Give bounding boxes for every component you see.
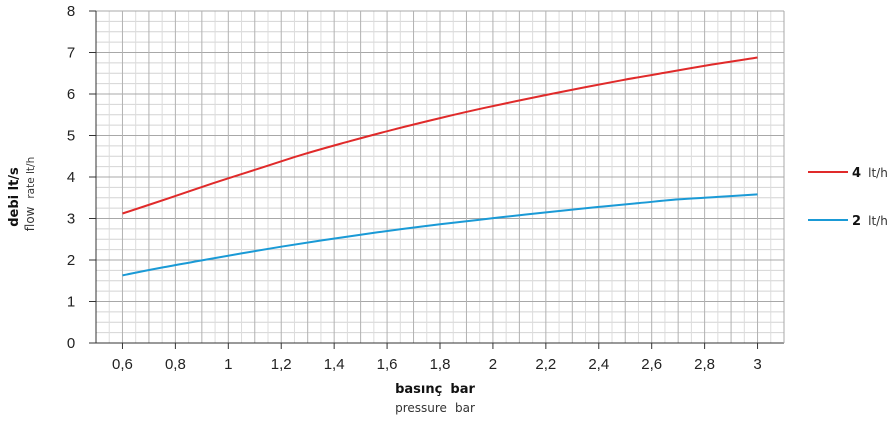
x-axis-title: basınç bar pressure bar — [395, 378, 475, 416]
legend-number-4: 4 — [852, 166, 861, 181]
legend: 4 lt/h 2 lt/h — [808, 162, 888, 229]
x-axis-title-sub-unit: bar — [455, 401, 475, 415]
series-line-2 — [122, 193, 758, 277]
x-tick-label: 0,6 — [112, 356, 133, 373]
y-axis-title-sub-prefix: flow — [23, 206, 37, 231]
series-lines — [122, 56, 758, 277]
x-tick-label: 2,8 — [694, 356, 715, 373]
y-tick-label: 4 — [67, 169, 75, 186]
legend-label-2: 2 lt/h — [852, 210, 888, 229]
y-tick-label: 2 — [67, 252, 75, 269]
x-tick-label: 3 — [753, 356, 761, 373]
legend-number-2: 2 — [852, 214, 861, 229]
y-tick-label: 8 — [67, 3, 75, 20]
y-tick-label: 0 — [67, 335, 75, 352]
legend-label-4: 4 lt/h — [852, 162, 888, 181]
legend-unit-4: lt/h — [868, 166, 888, 180]
x-axis-title-sub: pressure bar — [395, 397, 475, 416]
x-axis-title-main-unit: bar — [450, 382, 475, 397]
x-tick-label: 2 — [489, 356, 497, 373]
x-tick-label: 2,2 — [535, 356, 556, 373]
x-tick-label: 1,6 — [377, 356, 398, 373]
x-tick-label: 1,2 — [271, 356, 292, 373]
x-axis-title-main-word: basınç — [395, 382, 442, 397]
x-tick-labels: 0,6 0,8 1 1,2 1,4 1,6 1,8 2 2,2 2,4 2,6 2,8 3 — [112, 343, 762, 373]
legend-unit-2: lt/h — [868, 214, 888, 228]
y-tick-label: 1 — [67, 294, 75, 311]
legend-item-2: 2 lt/h — [808, 210, 888, 229]
y-tick-label: 5 — [67, 128, 75, 145]
x-tick-label: 0,8 — [165, 356, 186, 373]
x-tick-label: 1 — [224, 356, 232, 373]
y-tick-label: 6 — [67, 86, 75, 103]
y-axis-title-sub-rest: rate lt/h — [25, 157, 37, 199]
x-tick-label: 1,4 — [324, 356, 345, 373]
y-tick-label: 3 — [67, 211, 75, 228]
x-tick-label: 1,8 — [430, 356, 451, 373]
major-gridlines — [95, 10, 785, 344]
y-tick-labels: 0 1 2 3 4 5 6 7 8 — [67, 3, 96, 352]
x-axis-title-sub-word: pressure — [395, 401, 447, 415]
legend-item-4: 4 lt/h — [808, 162, 888, 181]
series-line-4 — [122, 56, 758, 215]
x-tick-label: 2,6 — [641, 356, 662, 373]
y-axis-title-sub: flow rate lt/h — [23, 157, 37, 231]
y-axis-title-main: debi lt/s — [7, 167, 22, 227]
y-tick-label: 7 — [67, 45, 75, 62]
x-tick-label: 2,4 — [588, 356, 609, 373]
x-axis-title-main: basınç bar — [395, 378, 475, 397]
y-axis-title: debi lt/s flow rate lt/h — [7, 157, 37, 231]
